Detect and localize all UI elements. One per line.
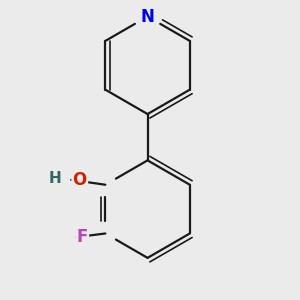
Text: O: O [73, 171, 87, 189]
Text: H: H [49, 171, 62, 186]
Text: F: F [76, 228, 88, 246]
Text: N: N [141, 8, 154, 26]
